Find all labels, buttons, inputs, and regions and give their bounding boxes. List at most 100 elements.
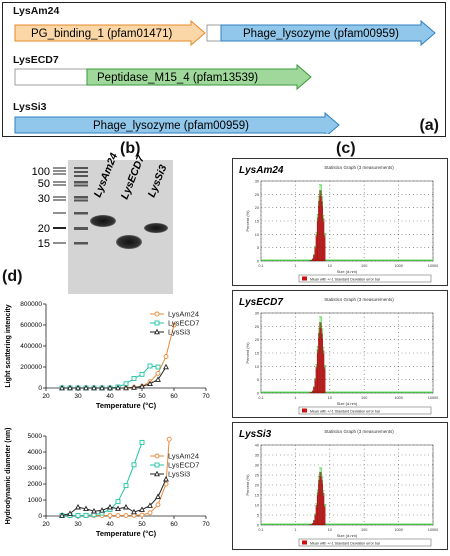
dls-bar <box>317 218 318 261</box>
panel-letter-a: (a) <box>419 117 439 135</box>
point-marker <box>164 355 168 359</box>
dls-legend-swatch <box>302 409 307 413</box>
dls-graph-title: Statistics Graph (3 measurements) <box>324 297 394 302</box>
point-marker <box>132 510 136 514</box>
x-tick-label: 40 <box>106 393 114 400</box>
point-marker <box>116 514 120 518</box>
legend-marker <box>155 454 159 458</box>
dls-ytick: 40 <box>255 444 259 448</box>
dls-ytick: 10 <box>255 233 259 237</box>
gel-band-lyssi3 <box>144 223 168 233</box>
dls-name: LysSi3 <box>239 429 272 440</box>
dls-ytick: 25 <box>255 193 259 197</box>
dls-bar <box>316 367 317 393</box>
dls-bar <box>315 515 316 525</box>
dls-ytick: 5 <box>257 514 259 518</box>
x-tick-label: 30 <box>74 521 82 528</box>
x-tick-label: 40 <box>106 521 114 528</box>
dls-chart-lysecd7: LysECD7 Statistics Graph (3 measurements)… <box>233 291 447 417</box>
point-marker <box>108 514 112 518</box>
point-marker <box>84 513 88 517</box>
dls-bar <box>312 259 313 261</box>
dls-ytick: 25 <box>255 474 259 478</box>
dls-xtick: 10000 <box>428 396 439 400</box>
y-tick-label: 0 <box>38 385 42 392</box>
dls-bar <box>321 323 322 393</box>
dls-bar <box>317 493 318 525</box>
dls-xtick: 0.1 <box>258 528 263 532</box>
panel-letter-d: (d) <box>2 268 22 286</box>
point-marker <box>156 495 160 499</box>
dls-bar <box>322 480 323 525</box>
dls-xtick: 1000 <box>394 396 402 400</box>
dls-ytick: 0 <box>257 392 259 396</box>
gel-band-lysam24 <box>90 215 116 227</box>
y-tick-label: 4000 <box>28 449 43 456</box>
point-marker <box>167 437 171 441</box>
dls-bar <box>321 191 322 261</box>
legend-label: LysECD7 <box>168 319 199 328</box>
dls-xtick: 100 <box>361 264 367 268</box>
domain-label-pg-binding: PG_binding_1 (pfam01471) <box>31 28 172 40</box>
dls-xlabel: Size (d.nm) <box>337 401 358 406</box>
x-axis-label: Temperature (°C) <box>96 529 157 538</box>
dls-legend-swatch <box>302 541 307 545</box>
dls-ytick: 30 <box>255 180 259 184</box>
dls-bar <box>319 190 320 261</box>
legend-label: LysAm24 <box>168 310 199 319</box>
dls-bar <box>315 247 316 261</box>
dls-xtick: 1 <box>294 528 296 532</box>
point-marker <box>124 505 128 509</box>
dls-graph-title: Statistics Graph (3 measurements) <box>324 429 394 434</box>
legend-marker <box>155 321 159 325</box>
marker-label-50: 50 <box>38 178 50 190</box>
dls-chart-lyssi3: LysSi3 Statistics Graph (3 measurements) 0… <box>233 423 447 549</box>
y-tick-label: 1000 <box>28 497 43 504</box>
dls-bar <box>311 524 312 525</box>
y-axis-label: Hydrodynamic diameter (nm) <box>5 428 12 524</box>
panel-letter-c: (c) <box>336 140 356 158</box>
point-marker <box>100 508 104 512</box>
point-marker <box>156 371 160 375</box>
dls-bar <box>323 351 324 393</box>
gel-band-lysecd7 <box>116 235 142 249</box>
point-marker <box>148 364 152 368</box>
x-tick-label: 30 <box>74 393 82 400</box>
x-tick-label: 60 <box>170 393 178 400</box>
dls-ytick: 10 <box>255 504 259 508</box>
dls-xtick: 10000 <box>428 528 439 532</box>
dls-name: LysECD7 <box>239 297 283 308</box>
point-marker <box>76 505 80 509</box>
dls-bar <box>318 480 319 525</box>
legend-marker <box>155 330 159 334</box>
dls-legend-text: Mean with +/-1 Standard Deviation error … <box>310 409 381 413</box>
dls-bar <box>321 472 322 525</box>
dls-bar <box>324 367 325 393</box>
dls-xtick: 0.1 <box>258 396 263 400</box>
dls-ytick: 5 <box>257 378 259 382</box>
marker-label-15: 15 <box>38 238 50 250</box>
y-tick-label: 600000 <box>20 322 42 329</box>
domain-arrows: PG_binding_1 (pfam01471) Phage_lysozyme … <box>3 3 443 134</box>
dls-ylabel: Percent (%) <box>245 474 250 496</box>
point-marker <box>84 507 88 511</box>
dls-ytick: 20 <box>255 338 259 342</box>
dls-ytick: 15 <box>255 220 259 224</box>
dls-graph-title: Statistics Graph (3 measurements) <box>324 165 394 170</box>
dls-plot-area <box>261 313 433 393</box>
dls-bar <box>316 235 317 261</box>
dls-xtick: 1000 <box>394 264 402 268</box>
dls-bar <box>319 322 320 393</box>
point-marker <box>164 365 168 369</box>
y-tick-label: 5000 <box>28 433 43 440</box>
marker-ticks <box>53 168 66 243</box>
dls-bar <box>317 350 318 393</box>
dls-ylabel: Percent (%) <box>245 210 250 232</box>
dls-bar <box>324 506 325 525</box>
domain-label-phage-lysozyme-lyssi3: Phage_lysozyme (pfam00959) <box>93 120 249 132</box>
legend-marker <box>155 312 159 316</box>
